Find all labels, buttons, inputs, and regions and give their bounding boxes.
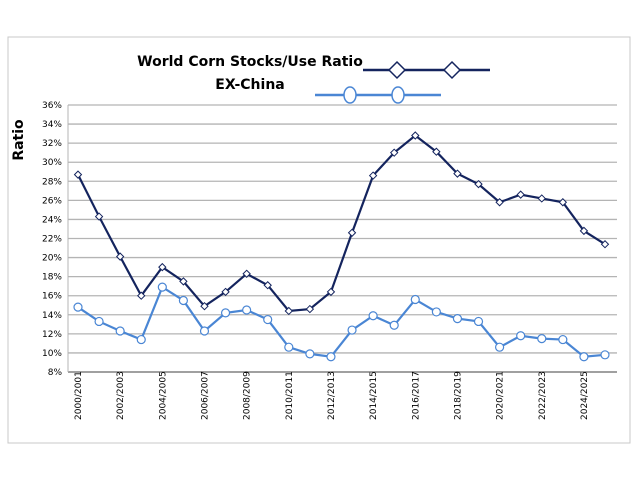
data-point <box>263 314 273 325</box>
x-tick-label: 2018/2019 <box>453 371 463 420</box>
data-point <box>474 179 483 189</box>
data-point <box>579 226 589 236</box>
data-point <box>178 295 188 306</box>
legend-marker <box>391 86 405 104</box>
y-axis-label: Ratio <box>11 119 27 161</box>
y-tick-label: 18% <box>42 273 62 283</box>
data-point <box>284 342 294 352</box>
data-point <box>94 212 104 221</box>
data-point <box>73 170 83 179</box>
data-point <box>305 304 315 314</box>
data-point <box>537 334 547 344</box>
x-tick-label: 2008/2009 <box>243 371 253 420</box>
data-point <box>263 281 272 290</box>
y-tick-label: 32% <box>42 139 62 149</box>
y-tick-label: 36% <box>42 101 62 111</box>
data-point <box>411 131 420 140</box>
y-tick-label: 28% <box>42 177 62 187</box>
data-point <box>242 269 251 278</box>
data-point <box>516 331 526 341</box>
data-point <box>220 308 231 318</box>
data-point <box>558 198 568 207</box>
legend <box>315 60 490 104</box>
legend-marker <box>343 86 357 104</box>
y-tick-label: 26% <box>42 196 62 206</box>
legend-marker <box>442 60 462 80</box>
data-point <box>516 190 525 199</box>
x-tick-label: 2002/2003 <box>116 371 126 420</box>
y-tick-label: 12% <box>42 330 62 340</box>
data-point <box>94 316 104 327</box>
data-point <box>326 287 336 297</box>
y-tick-label: 8% <box>48 368 63 378</box>
data-point <box>473 316 484 327</box>
y-tick-label: 16% <box>42 292 62 302</box>
series-line-1 <box>77 134 606 313</box>
y-tick-label: 14% <box>42 311 62 321</box>
x-tick-label: 2000/2001 <box>74 371 84 420</box>
data-point <box>453 169 462 178</box>
data-point <box>368 171 378 180</box>
data-point <box>200 301 209 311</box>
x-tick-label: 2014/2015 <box>369 371 379 420</box>
legend-marker <box>387 60 407 80</box>
data-point <box>410 294 420 305</box>
data-point <box>389 148 399 157</box>
data-point <box>73 302 83 312</box>
data-point <box>347 325 357 335</box>
y-tick-label: 20% <box>42 254 62 264</box>
x-tick-label: 2010/2011 <box>285 371 295 420</box>
x-tick-label: 2022/2023 <box>538 371 548 420</box>
data-point <box>452 314 463 324</box>
chart-subtitle: EX-China <box>215 77 284 93</box>
data-point <box>115 326 125 336</box>
y-tick-label: 34% <box>42 120 62 130</box>
data-point <box>157 282 167 292</box>
data-point <box>242 305 252 315</box>
y-tick-label: 22% <box>42 235 62 245</box>
y-tick-label: 10% <box>42 349 62 359</box>
data-point <box>368 311 378 321</box>
data-point <box>537 194 546 203</box>
data-point <box>495 198 504 207</box>
data-point <box>389 320 399 330</box>
data-point <box>347 228 357 237</box>
data-point <box>326 352 336 362</box>
data-point <box>431 307 441 317</box>
data-point <box>558 334 568 345</box>
x-tick-label: 2024/2025 <box>580 371 590 420</box>
chart-title: World Corn Stocks/Use Ratio <box>137 54 363 70</box>
data-point <box>579 352 589 362</box>
x-tick-label: 2016/2017 <box>411 371 421 420</box>
data-point <box>305 349 315 359</box>
data-point <box>115 252 125 261</box>
data-point <box>495 342 505 352</box>
x-tick-label: 2006/2007 <box>200 371 210 420</box>
data-point <box>600 350 610 360</box>
x-tick-label: 2012/2013 <box>327 371 337 420</box>
data-point <box>137 291 146 300</box>
data-point <box>179 277 188 286</box>
y-tick-label: 24% <box>42 215 62 225</box>
y-tick-label: 30% <box>42 158 62 168</box>
chart-frame <box>7 36 631 444</box>
data-point <box>158 262 167 272</box>
data-point <box>432 147 441 156</box>
data-point <box>136 334 146 345</box>
data-point <box>221 287 230 297</box>
data-point <box>284 306 294 316</box>
data-point <box>199 326 210 336</box>
x-tick-label: 2004/2005 <box>158 371 168 420</box>
data-point <box>600 240 610 249</box>
x-tick-label: 2020/2021 <box>496 371 506 420</box>
